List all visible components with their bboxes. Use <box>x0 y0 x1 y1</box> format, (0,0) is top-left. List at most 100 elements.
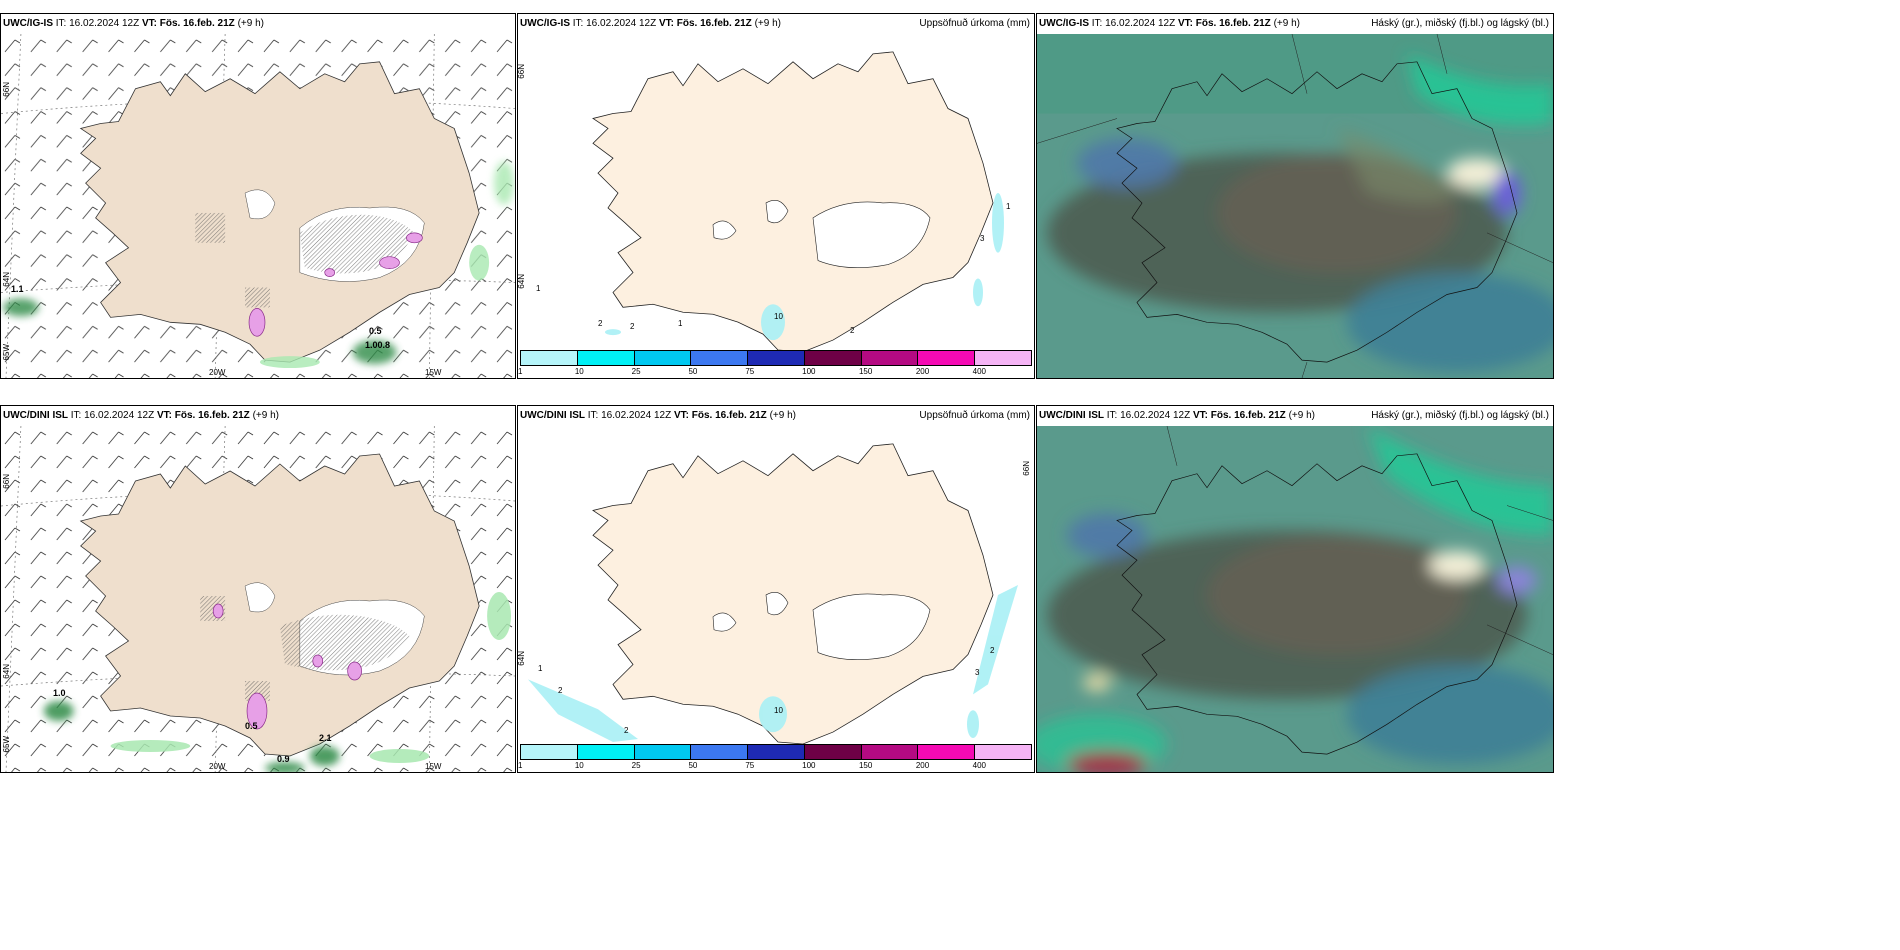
vt-label: VT: <box>673 410 689 421</box>
precip-legend: 1 10 25 50 75 100 150 200 400 <box>518 350 1034 378</box>
legend-swatch <box>861 745 919 759</box>
cloud-cover-map <box>1037 34 1553 378</box>
model-name: UWC/IG-IS <box>3 18 53 29</box>
model-name: UWC/DINI ISL <box>3 410 68 421</box>
lat-label: 66N <box>2 474 11 489</box>
legend-tick: 100 <box>802 761 816 770</box>
legend-tick: 25 <box>631 761 641 770</box>
precip-label: 2 <box>624 726 629 735</box>
lead-time: (+9 h) <box>252 410 279 421</box>
vt-value: Fös. 16.feb. 21Z <box>1210 410 1286 421</box>
lat-label: 64N <box>517 274 526 289</box>
lead-time: (+9 h) <box>754 18 781 29</box>
legend-tick: 50 <box>688 367 698 376</box>
lon-label: 15W <box>425 762 442 771</box>
legend-swatch <box>691 745 749 759</box>
legend-ticks: 1 10 25 50 75 100 150 200 400 <box>518 761 1032 771</box>
legend-swatch <box>521 351 578 365</box>
panel-bottom-middle: UWC/DINI ISL IT: 16.02.2024 12Z VT: Fös.… <box>517 405 1035 773</box>
vt-value: Fös. 16.feb. 21Z <box>174 410 250 421</box>
vt-label: VT: <box>658 18 674 29</box>
vt-value: Fös. 16.feb. 21Z <box>691 410 767 421</box>
value-annotation: 1.00.8 <box>365 340 391 350</box>
legend-swatch <box>918 351 976 365</box>
lat-label: 66N <box>517 64 526 79</box>
panel-header: UWC/IG-IS IT: 16.02.2024 12Z VT: Fös. 16… <box>3 17 511 31</box>
value-annotation: 0.9 <box>277 754 290 764</box>
lat-label: 64N <box>2 272 11 287</box>
legend-swatch <box>804 351 862 365</box>
map-title: Háský (gr.), miðský (fj.bl.) og lágský (… <box>1371 18 1549 29</box>
lead-time: (+9 h) <box>1273 18 1300 29</box>
precip-label: 10 <box>774 312 783 321</box>
precip-label: 10 <box>774 706 783 715</box>
vt-value: Fös. 16.feb. 21Z <box>159 18 235 29</box>
panel-bottom-right: UWC/DINI ISL IT: 16.02.2024 12Z VT: Fös.… <box>1036 405 1554 773</box>
panel-top-left: UWC/IG-IS IT: 16.02.2024 12Z VT: Fös. 16… <box>0 13 516 379</box>
legend-swatch <box>691 351 749 365</box>
precip-label: 1 <box>536 284 541 293</box>
legend-swatch <box>634 351 692 365</box>
precip-legend: 1 10 25 50 75 100 150 200 400 <box>518 744 1034 772</box>
lat-label: 66N <box>2 82 11 97</box>
precip-label: 1 <box>538 664 543 673</box>
legend-colorbar <box>520 744 1032 760</box>
legend-swatch <box>634 745 692 759</box>
model-name: UWC/IG-IS <box>1039 18 1089 29</box>
it-value: 16.02.2024 12Z <box>1105 18 1176 29</box>
legend-swatch <box>748 351 805 365</box>
value-annotation: 2.1 <box>319 733 332 743</box>
legend-tick: 400 <box>972 367 986 376</box>
it-label: IT: <box>1091 18 1103 29</box>
panel-header: UWC/IG-IS IT: 16.02.2024 12Z VT: Fös. 16… <box>1039 17 1549 31</box>
precip-label: 2 <box>990 646 995 655</box>
vt-value: Fös. 16.feb. 21Z <box>676 18 752 29</box>
lat-label: 64N <box>2 664 11 679</box>
vt-label: VT: <box>141 18 157 29</box>
value-annotation: 1.1 <box>11 284 24 294</box>
precip-label: 3 <box>980 234 985 243</box>
lead-time: (+9 h) <box>237 18 264 29</box>
panel-header: UWC/DINI ISL IT: 16.02.2024 12Z VT: Fös.… <box>3 409 511 423</box>
it-value: 16.02.2024 12Z <box>601 410 672 421</box>
panel-top-right: UWC/IG-IS IT: 16.02.2024 12Z VT: Fös. 16… <box>1036 13 1554 379</box>
legend-tick: 200 <box>915 761 930 770</box>
lon-label: 20W <box>209 762 226 771</box>
model-name: UWC/DINI ISL <box>1039 410 1104 421</box>
legend-tick: 200 <box>915 367 930 376</box>
value-annotation: 0.5 <box>369 326 382 336</box>
legend-tick: 10 <box>574 761 584 770</box>
legend-tick: 75 <box>745 367 755 376</box>
it-value: 16.02.2024 12Z <box>84 410 155 421</box>
lead-time: (+9 h) <box>1288 410 1315 421</box>
wind-snow-map <box>1 426 515 772</box>
legend-swatch <box>748 745 805 759</box>
legend-tick: 10 <box>574 367 584 376</box>
precip-map <box>518 426 1034 744</box>
precip-label: 2 <box>630 322 635 331</box>
panel-header: UWC/DINI ISL IT: 16.02.2024 12Z VT: Fös.… <box>520 409 1030 423</box>
it-label: IT: <box>70 410 82 421</box>
legend-tick: 75 <box>745 761 755 770</box>
map-title: Uppsöfnuð úrkoma (mm) <box>919 410 1030 421</box>
legend-tick: 150 <box>858 761 873 770</box>
wind-snow-map <box>1 34 515 378</box>
it-label: IT: <box>1106 410 1118 421</box>
precip-label: 2 <box>598 319 603 328</box>
lat-label: 65W <box>2 736 11 753</box>
it-value: 16.02.2024 12Z <box>69 18 140 29</box>
legend-swatch <box>975 745 1032 759</box>
legend-swatch <box>577 351 635 365</box>
lead-time: (+9 h) <box>769 410 796 421</box>
panel-bottom-left: UWC/DINI ISL IT: 16.02.2024 12Z VT: Fös.… <box>0 405 516 773</box>
vt-value: Fös. 16.feb. 21Z <box>1195 18 1271 29</box>
it-value: 16.02.2024 12Z <box>586 18 657 29</box>
legend-tick: 1 <box>518 761 523 770</box>
precip-label: 2 <box>850 326 855 335</box>
value-annotation: 1.0 <box>53 688 66 698</box>
legend-swatch <box>918 745 976 759</box>
legend-ticks: 1 10 25 50 75 100 150 200 400 <box>518 367 1032 377</box>
legend-swatch <box>861 351 919 365</box>
legend-tick: 400 <box>972 761 986 770</box>
vt-label: VT: <box>1192 410 1208 421</box>
